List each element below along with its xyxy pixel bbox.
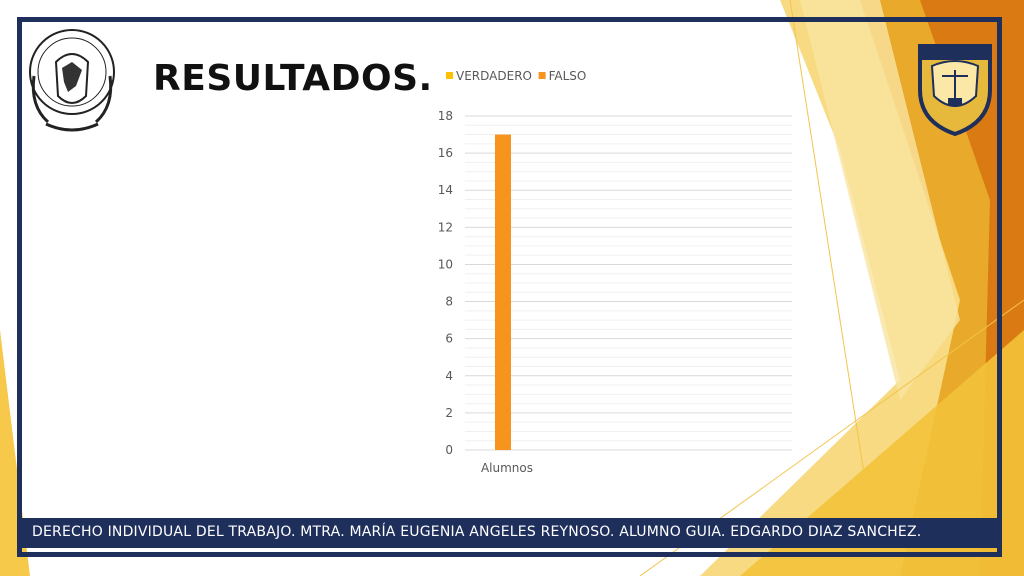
y-tick-label: 0 bbox=[445, 443, 453, 457]
legend-swatch-falso bbox=[538, 72, 546, 79]
y-tick-label: 10 bbox=[438, 257, 453, 271]
chart-legend: VERDADERO FALSO bbox=[446, 69, 586, 83]
y-tick-label: 16 bbox=[438, 146, 453, 160]
y-tick-label: 18 bbox=[438, 109, 453, 123]
legend-label-verdadero: VERDADERO bbox=[456, 69, 532, 83]
slide-frame bbox=[17, 17, 1002, 557]
unam-seal-icon bbox=[29, 29, 115, 132]
y-tick-label: 4 bbox=[445, 369, 453, 383]
legend-label-falso: FALSO bbox=[549, 69, 587, 83]
bar-chart: VERDADERO FALSO 0 2 4 6 8 10 12 14 16 18 Alumnos bbox=[438, 69, 792, 475]
footer-text: DERECHO INDIVIDUAL DEL TRABAJO. MTRA. MA… bbox=[32, 524, 922, 540]
x-tick-label: Alumnos bbox=[481, 461, 533, 475]
y-tick-label: 2 bbox=[445, 406, 453, 420]
y-axis-ticks: 0 2 4 6 8 10 12 14 16 18 bbox=[438, 109, 453, 457]
y-tick-label: 6 bbox=[445, 332, 453, 346]
y-tick-label: 14 bbox=[438, 183, 453, 197]
y-tick-label: 8 bbox=[445, 295, 453, 309]
bar-falso-alumnos bbox=[495, 134, 511, 451]
x-axis-ticks: Alumnos bbox=[481, 461, 533, 475]
chart-bars bbox=[495, 134, 511, 451]
y-tick-label: 12 bbox=[438, 220, 453, 234]
legend-swatch-verdadero bbox=[446, 72, 453, 79]
chart-grid bbox=[465, 115, 792, 451]
page-title: RESULTADOS. bbox=[153, 58, 433, 99]
footer-bar: DERECHO INDIVIDUAL DEL TRABAJO. MTRA. MA… bbox=[22, 518, 998, 548]
facultad-de-derecho-shield-icon bbox=[918, 44, 992, 136]
